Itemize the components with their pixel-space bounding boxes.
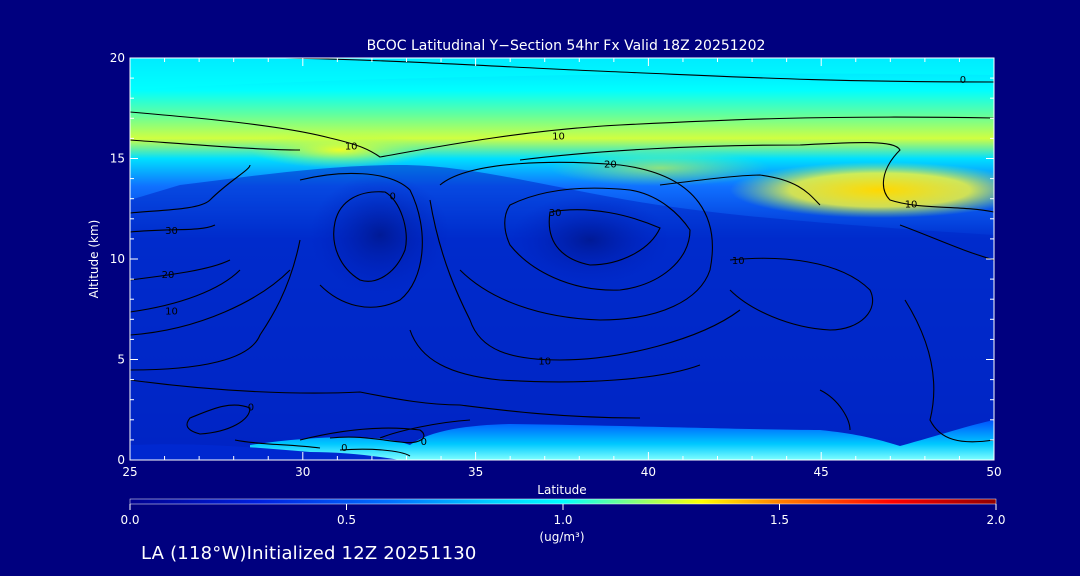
- contour-line: [130, 379, 641, 419]
- colorbar-scale: [129, 498, 997, 505]
- contour-line: [439, 161, 713, 321]
- terrain-mask: [130, 444, 400, 460]
- contour-line: [379, 419, 471, 439]
- footer-caption: LA (118°W)Initialized 12Z 20251130: [141, 543, 477, 564]
- contour-line: [659, 174, 821, 206]
- contour-label: 10: [552, 131, 565, 142]
- plot-area: [130, 58, 994, 460]
- contour-label: 0: [248, 403, 254, 414]
- y-tick-label: 5: [117, 353, 125, 367]
- contour-label: 30: [165, 226, 178, 237]
- contour-line: [899, 224, 994, 261]
- chart-title: BCOC Latitudinal Y−Section 54hr Fx Valid…: [367, 38, 766, 54]
- x-tick-label: 50: [986, 465, 1001, 479]
- contour-line: [130, 224, 216, 233]
- contour-line: [299, 427, 425, 444]
- contour-label: 20: [162, 270, 175, 281]
- low-concentration-core-1: [310, 175, 450, 295]
- contour-lines: [130, 58, 994, 457]
- contour-line: [299, 172, 423, 308]
- contour-label: 0: [960, 75, 966, 86]
- x-tick-label: 45: [814, 465, 829, 479]
- y-tick-label: 0: [117, 453, 125, 467]
- contour-label: 10: [345, 141, 358, 152]
- contour-line: [429, 199, 741, 361]
- colorbar-unit: (ug/m³): [539, 530, 584, 544]
- y-tick-label: 15: [110, 152, 125, 166]
- colorbar: 0.0 0.5 1.0 1.5 2.0 (ug/m³): [120, 498, 1006, 544]
- x-tick-label: 40: [641, 465, 656, 479]
- contour-line: [819, 389, 851, 431]
- contour-line: [130, 239, 301, 371]
- x-axis: 25 30 35 40 45 50: [122, 58, 1002, 479]
- contour-line: [904, 299, 994, 443]
- concentration-max-north: [730, 162, 994, 218]
- contour-line: [729, 257, 873, 331]
- contour-line: [130, 139, 301, 151]
- low-concentration-core-2: [510, 195, 670, 285]
- contour-label: 10: [165, 306, 178, 317]
- contour-label: 10: [732, 256, 745, 267]
- colorbar-tick-label: 0.0: [120, 513, 139, 527]
- x-tick-label: 35: [468, 465, 483, 479]
- x-tick-label: 25: [122, 465, 137, 479]
- contour-line: [130, 269, 241, 313]
- contour-line: [130, 164, 251, 214]
- y-tick-label: 20: [110, 51, 125, 65]
- colorbar-tick-label: 2.0: [986, 513, 1005, 527]
- contour-line: [234, 439, 321, 449]
- contour-line: [504, 187, 691, 291]
- contour-label: 0: [389, 192, 395, 203]
- y-axis: 0 5 10 15 20: [110, 51, 994, 467]
- contour-line: [333, 191, 407, 282]
- contour-line: [186, 404, 251, 435]
- contour-label: 0: [421, 437, 427, 448]
- contour-line: [284, 58, 994, 83]
- contour-line: [339, 448, 411, 457]
- y-tick-label: 10: [110, 252, 125, 266]
- contour-labels: 0 10 10 20 10 30 0 30 20 10 10 10 0 0 0: [162, 75, 966, 454]
- colorbar-tick-label: 1.0: [553, 513, 572, 527]
- colorbar-tick-label: 1.5: [770, 513, 789, 527]
- y-axis-label: Altitude (km): [87, 220, 101, 299]
- surface-enhancement: [250, 420, 994, 460]
- high-altitude-band: [130, 58, 994, 90]
- concentration-max-south: [250, 132, 430, 168]
- contour-line: [130, 111, 994, 158]
- x-axis-label: Latitude: [537, 483, 586, 497]
- x-tick-label: 30: [295, 465, 310, 479]
- contour-label: 30: [549, 208, 562, 219]
- colorbar-tick-label: 0.5: [337, 513, 356, 527]
- colorbar-ticks: 0.0 0.5 1.0 1.5 2.0: [120, 504, 1006, 527]
- contour-line: [130, 259, 231, 281]
- contour-label: 10: [538, 357, 551, 368]
- contour-label: 0: [341, 443, 347, 454]
- contour-line: [130, 269, 291, 336]
- contour-label: 10: [905, 200, 918, 211]
- contour-line: [548, 209, 661, 266]
- contour-line: [409, 329, 701, 383]
- contour-line: [519, 142, 994, 213]
- contour-label: 20: [604, 160, 617, 171]
- concentration-max-mid: [550, 150, 770, 186]
